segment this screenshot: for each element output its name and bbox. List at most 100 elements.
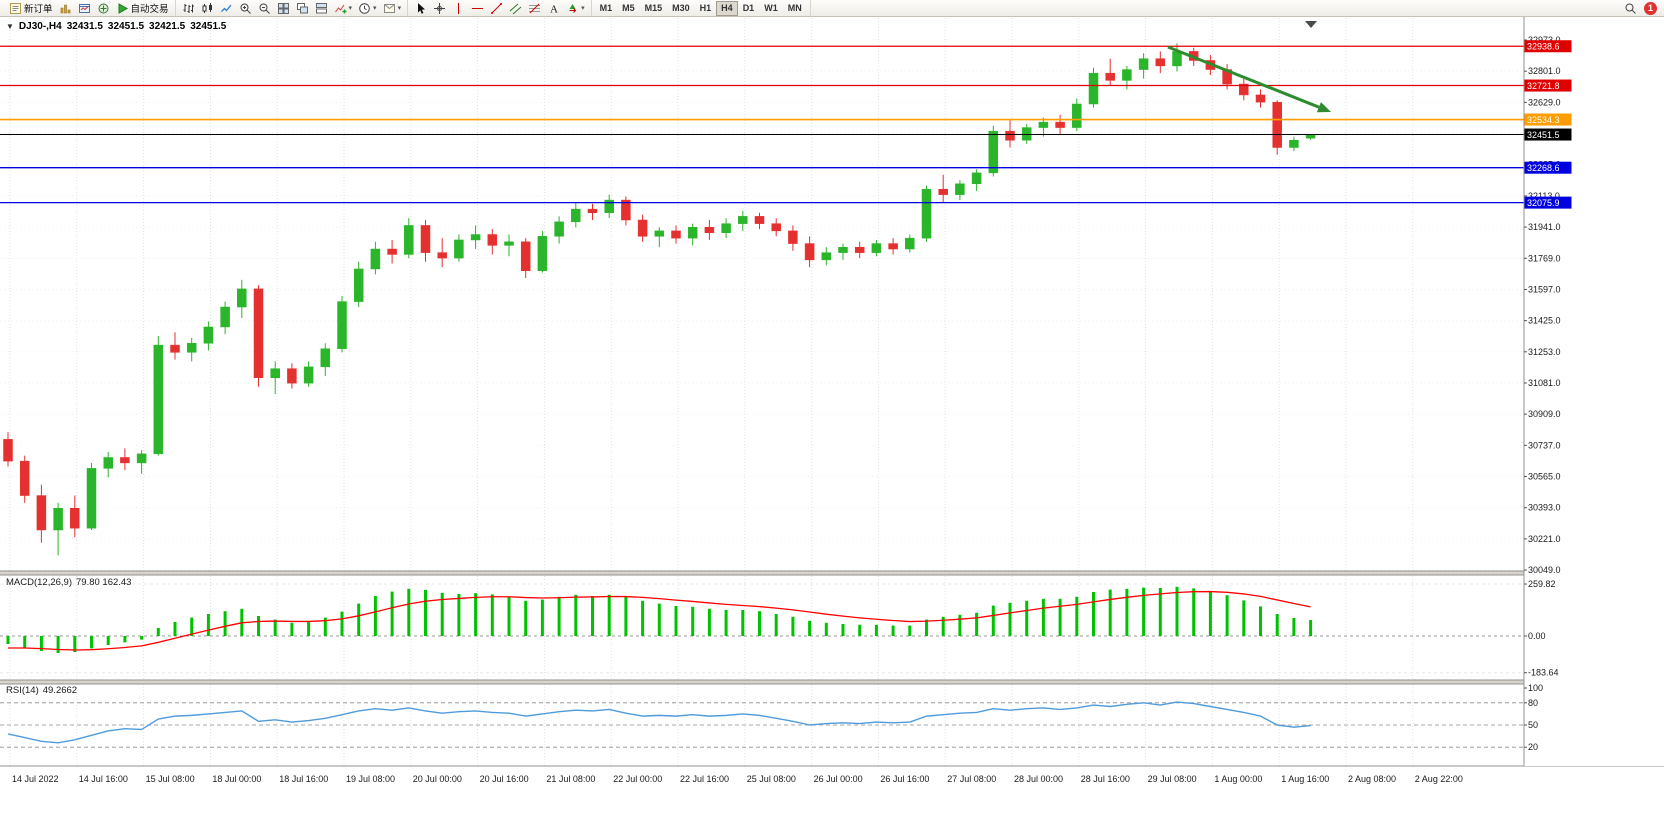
text-icon: A [550,3,558,15]
one-click-trading-toggle[interactable]: ▼ [6,22,14,31]
vertical-line-button[interactable] [449,1,468,16]
timeframe-d1-button[interactable]: D1 [738,1,760,16]
price-axis-label: 32801.0 [1528,66,1561,76]
time-axis-label: 18 Jul 16:00 [279,774,328,784]
crosshair-icon [434,2,446,14]
line-chart-button[interactable] [217,1,236,16]
new-order-icon [10,2,21,14]
candle [170,344,180,353]
navigator-button[interactable] [94,1,113,16]
price-axis-label: 31253.0 [1528,347,1561,357]
arrows-icon [569,3,577,13]
candle [86,468,97,529]
price-axis[interactable] [1524,17,1664,766]
timeframe-mn-button[interactable]: MN [783,1,807,16]
time-axis-label: 29 Jul 08:00 [1148,774,1197,784]
text-button[interactable]: A [544,1,563,16]
timeframe-m30-button[interactable]: M30 [667,1,695,16]
trend-arrow-line[interactable] [1167,45,1320,109]
market-watch-button[interactable] [56,1,75,16]
candle [303,366,314,384]
notification-badge[interactable]: 1 [1644,1,1657,15]
chart-open-value: 32431.5 [66,21,103,32]
time-axis-label: 15 Jul 08:00 [146,774,195,784]
arrows-button[interactable]: ▾ [563,1,588,16]
horizontal-line-button[interactable] [468,1,487,16]
indicators-button[interactable]: ▾ [331,1,356,16]
candle [1172,51,1182,67]
svg-text:A: A [550,3,558,15]
time-axis-label: 20 Jul 00:00 [413,774,462,784]
time-axis-label: 14 Jul 16:00 [79,774,128,784]
dropdown-caret-icon: ▾ [373,4,377,12]
time-axis-label: 28 Jul 00:00 [1014,774,1063,784]
templates-icon [383,3,395,13]
arrange-windows-button[interactable] [312,1,331,16]
trendline-button[interactable] [487,1,506,16]
candle [53,507,63,531]
time-axis-label: 27 Jul 08:00 [947,774,996,784]
fibonacci-button[interactable] [525,1,544,16]
timeframe-m1-button[interactable]: M1 [595,1,618,16]
timeframe-m15-button[interactable]: M15 [640,1,668,16]
templates-button[interactable]: ▾ [380,1,405,16]
new-order-button-label: 新订单 [24,4,53,15]
candle [821,252,832,261]
cursor-icon [418,2,426,14]
time-axis-label: 26 Jul 00:00 [814,774,863,784]
chart-plot-area[interactable] [0,17,1524,766]
crosshair-button[interactable] [430,1,449,16]
candle [1239,83,1249,96]
candle [186,343,197,353]
price-axis-label: 30909.0 [1528,409,1561,419]
candle [771,223,781,232]
zoom-out-button[interactable] [255,1,274,16]
data-window-button[interactable] [75,1,94,16]
time-axis-label: 22 Jul 16:00 [680,774,729,784]
timeframe-m5-button[interactable]: M5 [617,1,640,16]
price-line-badge [1524,40,1572,53]
bar-chart-button[interactable] [179,1,198,16]
timeframe-w1-button[interactable]: W1 [759,1,783,16]
price-axis-label: 30393.0 [1528,503,1561,513]
panel-separator[interactable] [0,571,1664,575]
price-axis-label: 30221.0 [1528,534,1561,544]
periods-button[interactable]: ▾ [355,1,380,16]
chart-shift-marker-icon[interactable] [1305,21,1317,28]
candle [637,219,648,237]
candle [1088,72,1099,105]
timeframe-h1-button[interactable]: H1 [695,1,717,16]
candle [1005,130,1015,141]
zoom-in-button[interactable] [236,1,255,16]
candle [554,221,564,237]
price-axis-label: 30049.0 [1528,565,1561,575]
rsi-axis-label: 80 [1528,698,1538,708]
cursor-button[interactable] [411,1,430,16]
price-line-badge-text: 32721.8 [1527,81,1560,91]
time-axis[interactable] [0,766,1664,839]
time-axis-label: 21 Jul 08:00 [546,774,595,784]
main-toolbar: 新订单 自动交易 ▾ ▾ ▾ A ▾ M1 M5 M15 M30 H1 H4 D1 W1 MN 1 [0,0,1664,17]
candle [1055,121,1065,128]
candle [738,216,748,224]
panel-separator[interactable] [0,680,1664,684]
search-button[interactable] [1621,1,1640,16]
search-icon [1625,3,1636,14]
price-line-badge [1524,113,1572,126]
channel-button[interactable] [506,1,525,16]
tile-windows-button[interactable] [274,1,293,16]
candle [237,288,247,308]
candle [754,216,765,224]
navigator-icon [98,3,109,13]
autotrading-button[interactable]: 自动交易 [113,1,172,16]
new-order-button[interactable]: 新订单 [6,1,56,16]
cascade-windows-button[interactable] [293,1,312,16]
time-axis-label: 2 Aug 08:00 [1348,774,1396,784]
candle [854,246,865,253]
current-price-badge [1524,128,1572,141]
price-line-badge-text: 32534.3 [1527,115,1560,125]
price-chart[interactable]: 14 Jul 2022 14 Jul 16:00 15 Jul 08:00 18 Ju… [0,17,1664,839]
candle [387,248,397,255]
timeframe-h4-button[interactable]: H4 [716,0,738,16]
candlestick-chart-button[interactable] [198,1,217,16]
